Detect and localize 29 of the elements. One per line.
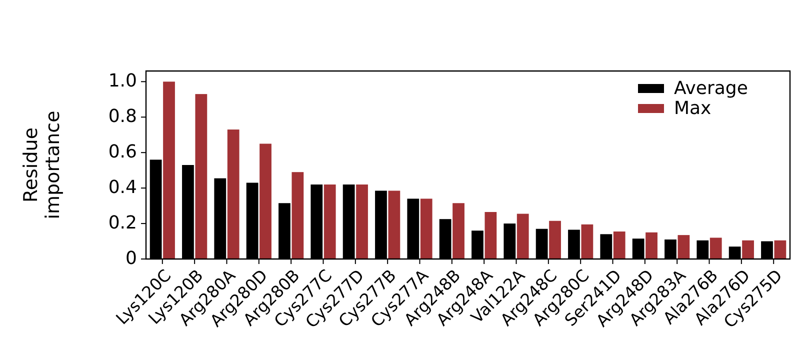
bar: [774, 240, 786, 259]
bar: [581, 224, 594, 259]
bar: [356, 184, 368, 259]
bar: [292, 172, 304, 259]
bar: [549, 220, 561, 259]
y-axis-title: Residue importance: [20, 110, 64, 220]
bar: [420, 198, 432, 259]
bar: [324, 184, 336, 259]
bar: [516, 214, 529, 259]
legend-label: Max: [674, 98, 712, 119]
bar: [742, 240, 754, 259]
y-tick-label: 1.0: [108, 70, 137, 92]
bar: [260, 144, 272, 259]
bar: [678, 235, 690, 259]
bar: [452, 203, 464, 259]
bar: [646, 232, 658, 259]
bar: [195, 94, 208, 259]
y-tick-label: 0.4: [108, 176, 137, 198]
y-tick-label: 0: [126, 248, 137, 269]
bar: [227, 130, 240, 259]
bar: [163, 82, 175, 259]
y-tick-label: 0.8: [108, 106, 137, 128]
bar: [388, 190, 400, 259]
bar: [613, 232, 626, 259]
y-tick-label: 0.6: [108, 142, 137, 163]
bar: [484, 212, 497, 259]
bar: [710, 238, 722, 259]
y-tick-label: 0.2: [108, 212, 137, 234]
legend-label: Average: [674, 78, 748, 99]
